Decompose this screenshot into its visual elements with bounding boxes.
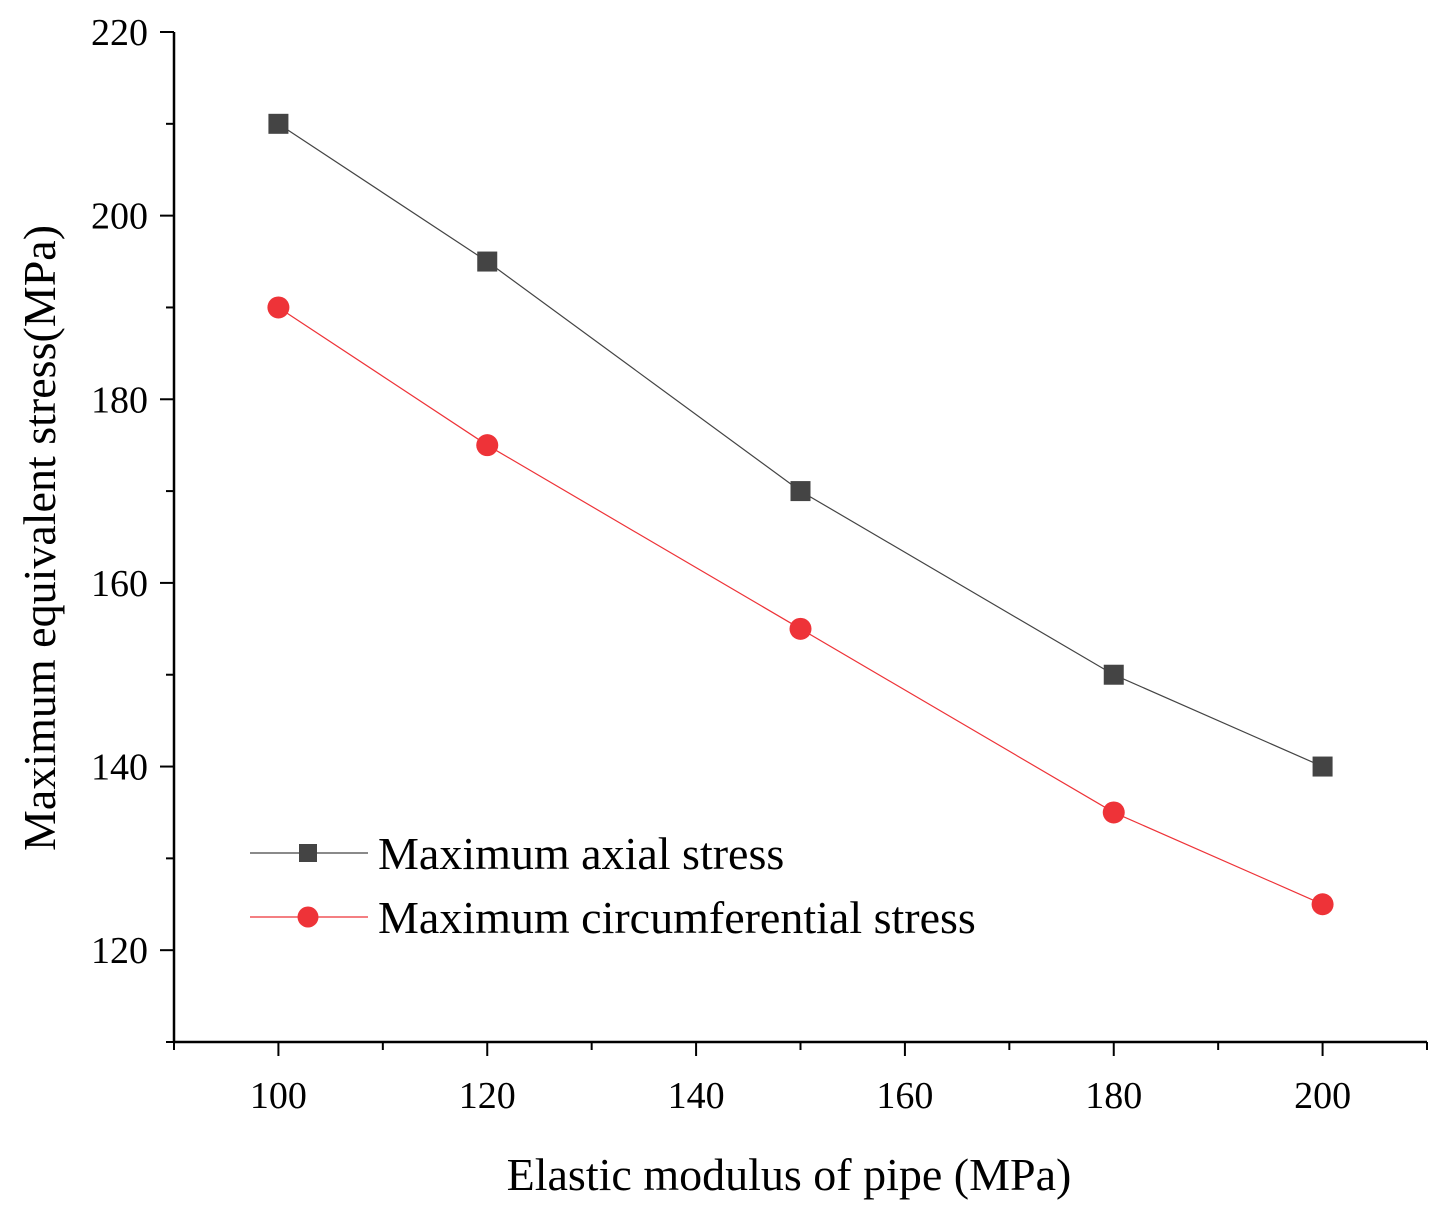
x-axis-ticks: 100 120 140 160 180 200 xyxy=(173,1042,1428,1117)
data-point xyxy=(476,434,499,457)
data-point xyxy=(1312,756,1333,777)
series-line xyxy=(278,306,1323,905)
series-line xyxy=(278,123,1323,768)
data-point xyxy=(267,296,290,319)
x-tick-label: 200 xyxy=(1294,1075,1351,1117)
x-axis-title: Elastic modulus of pipe (MPa) xyxy=(507,1149,1072,1200)
data-point xyxy=(789,617,812,640)
legend-label-circumferential: Maximum circumferential stress xyxy=(378,892,976,943)
x-tick-label: 100 xyxy=(250,1075,307,1117)
y-tick-label: 160 xyxy=(91,563,148,605)
legend: Maximum axial stress Maximum circumferen… xyxy=(250,828,976,943)
y-tick-label: 140 xyxy=(91,747,148,789)
data-point xyxy=(790,481,811,502)
data-point xyxy=(1103,664,1124,685)
x-tick-label: 140 xyxy=(668,1075,725,1117)
y-axis-title: Maximum equivalent stress(MPa) xyxy=(14,225,65,851)
y-tick-label: 180 xyxy=(91,379,148,421)
x-tick-label: 160 xyxy=(876,1075,933,1117)
y-axis-ticks: 120 140 160 180 200 220 xyxy=(91,12,174,1043)
legend-label-axial: Maximum axial stress xyxy=(378,828,784,879)
y-tick-label: 120 xyxy=(91,930,148,972)
series-group xyxy=(267,113,1334,916)
x-tick-label: 120 xyxy=(459,1075,516,1117)
y-tick-label: 220 xyxy=(91,12,148,54)
x-tick-label: 180 xyxy=(1085,1075,1142,1117)
legend-marker-circumferential xyxy=(297,906,319,928)
series-axial xyxy=(268,113,1333,777)
data-point xyxy=(268,113,289,134)
data-point xyxy=(477,251,498,272)
data-point xyxy=(1311,893,1334,916)
axes xyxy=(172,32,1427,1044)
y-tick-label: 200 xyxy=(91,196,148,238)
series-circumferential xyxy=(267,296,1334,916)
data-point xyxy=(1102,801,1125,824)
legend-marker-axial xyxy=(299,844,317,862)
